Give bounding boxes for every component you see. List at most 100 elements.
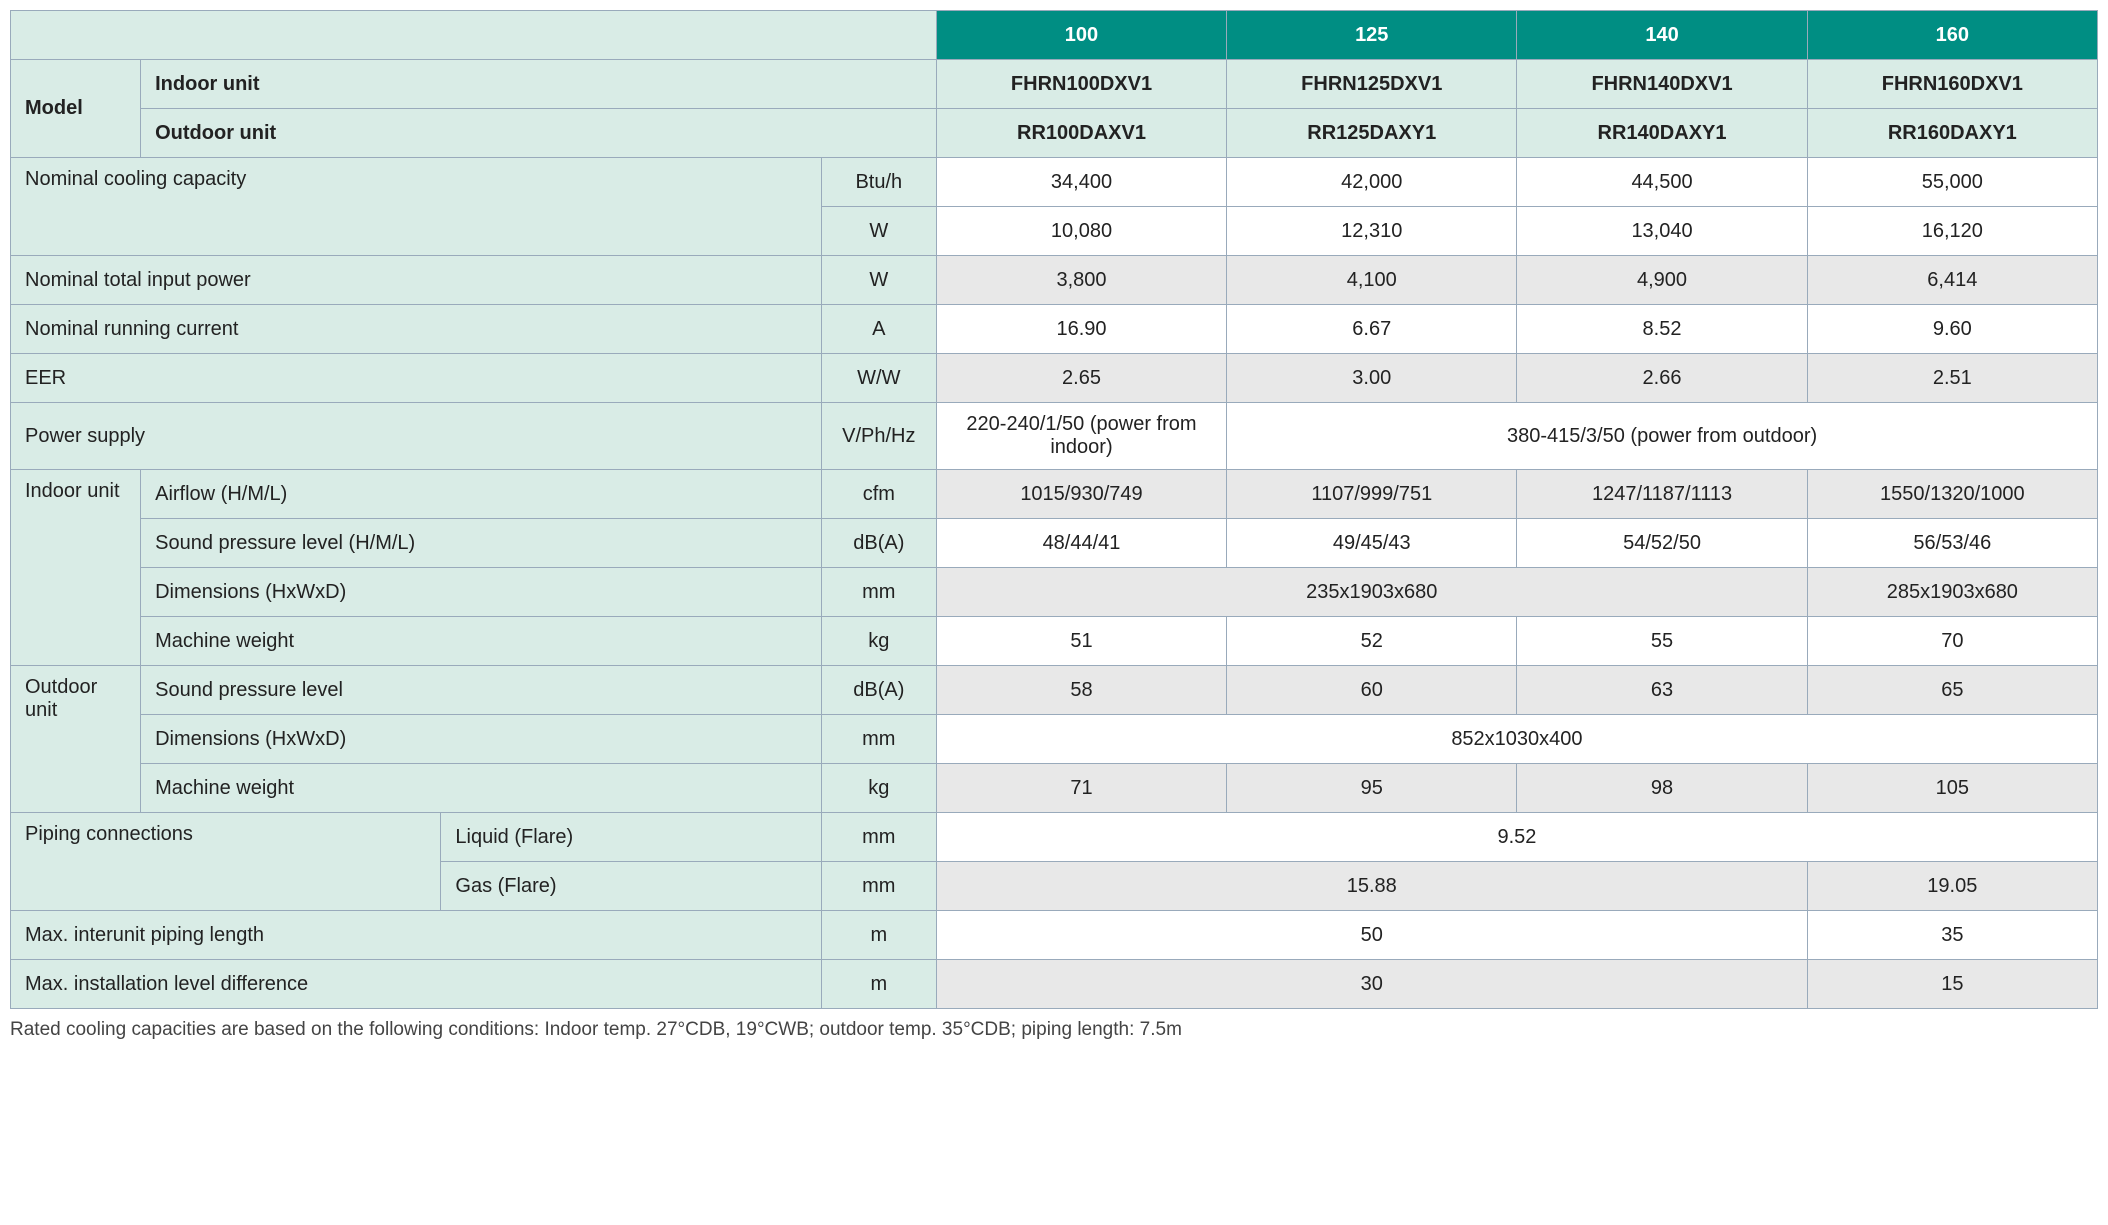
- cooling-w-0: 10,080: [936, 207, 1226, 256]
- outdoor-dim-label: Dimensions (HxWxD): [141, 715, 822, 764]
- input-power-1: 4,100: [1227, 256, 1517, 305]
- eer-3: 2.51: [1807, 354, 2097, 403]
- running-current-1: 6.67: [1227, 305, 1517, 354]
- running-current-row: Nominal running current A 16.90 6.67 8.5…: [11, 305, 2098, 354]
- input-power-3: 6,414: [1807, 256, 2097, 305]
- power-supply-row: Power supply V/Ph/Hz 220-240/1/50 (power…: [11, 403, 2098, 470]
- max-piping-label: Max. interunit piping length: [11, 911, 822, 960]
- indoor-weight-label: Machine weight: [141, 617, 822, 666]
- indoor-sound-2: 54/52/50: [1517, 519, 1807, 568]
- eer-label: EER: [11, 354, 822, 403]
- input-power-2: 4,900: [1517, 256, 1807, 305]
- running-current-unit: A: [821, 305, 936, 354]
- running-current-0: 16.90: [936, 305, 1226, 354]
- piping-liquid-unit: mm: [821, 813, 936, 862]
- indoor-weight-2: 55: [1517, 617, 1807, 666]
- max-level-label: Max. installation level difference: [11, 960, 822, 1009]
- outdoor-dim-row: Dimensions (HxWxD) mm 852x1030x400: [11, 715, 2098, 764]
- running-current-3: 9.60: [1807, 305, 2097, 354]
- outdoor-model-3: RR160DAXY1: [1807, 109, 2097, 158]
- eer-row: EER W/W 2.65 3.00 2.66 2.51: [11, 354, 2098, 403]
- outdoor-sound-1: 60: [1227, 666, 1517, 715]
- size-160: 160: [1807, 11, 2097, 60]
- outdoor-dim-unit: mm: [821, 715, 936, 764]
- indoor-sound-3: 56/53/46: [1807, 519, 2097, 568]
- eer-0: 2.65: [936, 354, 1226, 403]
- indoor-airflow-row: Indoor unit Airflow (H/M/L) cfm 1015/930…: [11, 470, 2098, 519]
- header-size-row: 100 125 140 160: [11, 11, 2098, 60]
- max-piping-100-140: 50: [936, 911, 1807, 960]
- model-outdoor-row: Outdoor unit RR100DAXV1 RR125DAXY1 RR140…: [11, 109, 2098, 158]
- indoor-sound-label: Sound pressure level (H/M/L): [141, 519, 822, 568]
- indoor-airflow-2: 1247/1187/1113: [1517, 470, 1807, 519]
- max-piping-160: 35: [1807, 911, 2097, 960]
- outdoor-group-label: Outdoor unit: [11, 666, 141, 813]
- indoor-model-1: FHRN125DXV1: [1227, 60, 1517, 109]
- outdoor-unit-label: Outdoor unit: [141, 109, 937, 158]
- indoor-sound-unit: dB(A): [821, 519, 936, 568]
- outdoor-sound-label: Sound pressure level: [141, 666, 822, 715]
- indoor-weight-0: 51: [936, 617, 1226, 666]
- indoor-model-0: FHRN100DXV1: [936, 60, 1226, 109]
- outdoor-weight-2: 98: [1517, 764, 1807, 813]
- power-supply-unit: V/Ph/Hz: [821, 403, 936, 470]
- outdoor-weight-label: Machine weight: [141, 764, 822, 813]
- indoor-airflow-1: 1107/999/751: [1227, 470, 1517, 519]
- size-100: 100: [936, 11, 1226, 60]
- indoor-dim-160: 285x1903x680: [1807, 568, 2097, 617]
- cooling-w-1: 12,310: [1227, 207, 1517, 256]
- input-power-row: Nominal total input power W 3,800 4,100 …: [11, 256, 2098, 305]
- indoor-dim-unit: mm: [821, 568, 936, 617]
- outdoor-dim-all: 852x1030x400: [936, 715, 2097, 764]
- piping-gas-100-140: 15.88: [936, 862, 1807, 911]
- running-current-2: 8.52: [1517, 305, 1807, 354]
- outdoor-sound-3: 65: [1807, 666, 2097, 715]
- indoor-unit-label: Indoor unit: [141, 60, 937, 109]
- indoor-sound-0: 48/44/41: [936, 519, 1226, 568]
- cooling-btu-2: 44,500: [1517, 158, 1807, 207]
- cooling-w-3: 16,120: [1807, 207, 2097, 256]
- power-supply-100: 220-240/1/50 (power from indoor): [936, 403, 1226, 470]
- outdoor-weight-1: 95: [1227, 764, 1517, 813]
- cooling-btu-0: 34,400: [936, 158, 1226, 207]
- piping-liquid-all: 9.52: [936, 813, 2097, 862]
- outdoor-model-1: RR125DAXY1: [1227, 109, 1517, 158]
- outdoor-weight-unit: kg: [821, 764, 936, 813]
- indoor-model-3: FHRN160DXV1: [1807, 60, 2097, 109]
- outdoor-weight-row: Machine weight kg 71 95 98 105: [11, 764, 2098, 813]
- outdoor-sound-2: 63: [1517, 666, 1807, 715]
- outdoor-sound-unit: dB(A): [821, 666, 936, 715]
- indoor-weight-row: Machine weight kg 51 52 55 70: [11, 617, 2098, 666]
- indoor-airflow-label: Airflow (H/M/L): [141, 470, 822, 519]
- indoor-weight-3: 70: [1807, 617, 2097, 666]
- indoor-dim-row: Dimensions (HxWxD) mm 235x1903x680 285x1…: [11, 568, 2098, 617]
- max-level-160: 15: [1807, 960, 2097, 1009]
- indoor-airflow-0: 1015/930/749: [936, 470, 1226, 519]
- outdoor-weight-3: 105: [1807, 764, 2097, 813]
- cooling-w-2: 13,040: [1517, 207, 1807, 256]
- indoor-dim-100-140: 235x1903x680: [936, 568, 1807, 617]
- piping-liquid-row: Piping connections Liquid (Flare) mm 9.5…: [11, 813, 2098, 862]
- max-piping-row: Max. interunit piping length m 50 35: [11, 911, 2098, 960]
- cooling-btu-3: 55,000: [1807, 158, 2097, 207]
- cooling-w-unit: W: [821, 207, 936, 256]
- piping-gas-unit: mm: [821, 862, 936, 911]
- outdoor-weight-0: 71: [936, 764, 1226, 813]
- eer-1: 3.00: [1227, 354, 1517, 403]
- input-power-label: Nominal total input power: [11, 256, 822, 305]
- indoor-sound-1: 49/45/43: [1227, 519, 1517, 568]
- indoor-airflow-unit: cfm: [821, 470, 936, 519]
- power-supply-rest: 380-415/3/50 (power from outdoor): [1227, 403, 2098, 470]
- indoor-dim-label: Dimensions (HxWxD): [141, 568, 822, 617]
- outdoor-sound-row: Outdoor unit Sound pressure level dB(A) …: [11, 666, 2098, 715]
- cooling-btu-unit: Btu/h: [821, 158, 936, 207]
- spec-table: 100 125 140 160 Model Indoor unit FHRN10…: [10, 10, 2098, 1009]
- footnote-text: Rated cooling capacities are based on th…: [10, 1009, 2098, 1041]
- indoor-sound-row: Sound pressure level (H/M/L) dB(A) 48/44…: [11, 519, 2098, 568]
- size-140: 140: [1517, 11, 1807, 60]
- piping-liquid-label: Liquid (Flare): [441, 813, 821, 862]
- size-125: 125: [1227, 11, 1517, 60]
- piping-gas-160: 19.05: [1807, 862, 2097, 911]
- max-level-unit: m: [821, 960, 936, 1009]
- outdoor-model-2: RR140DAXY1: [1517, 109, 1807, 158]
